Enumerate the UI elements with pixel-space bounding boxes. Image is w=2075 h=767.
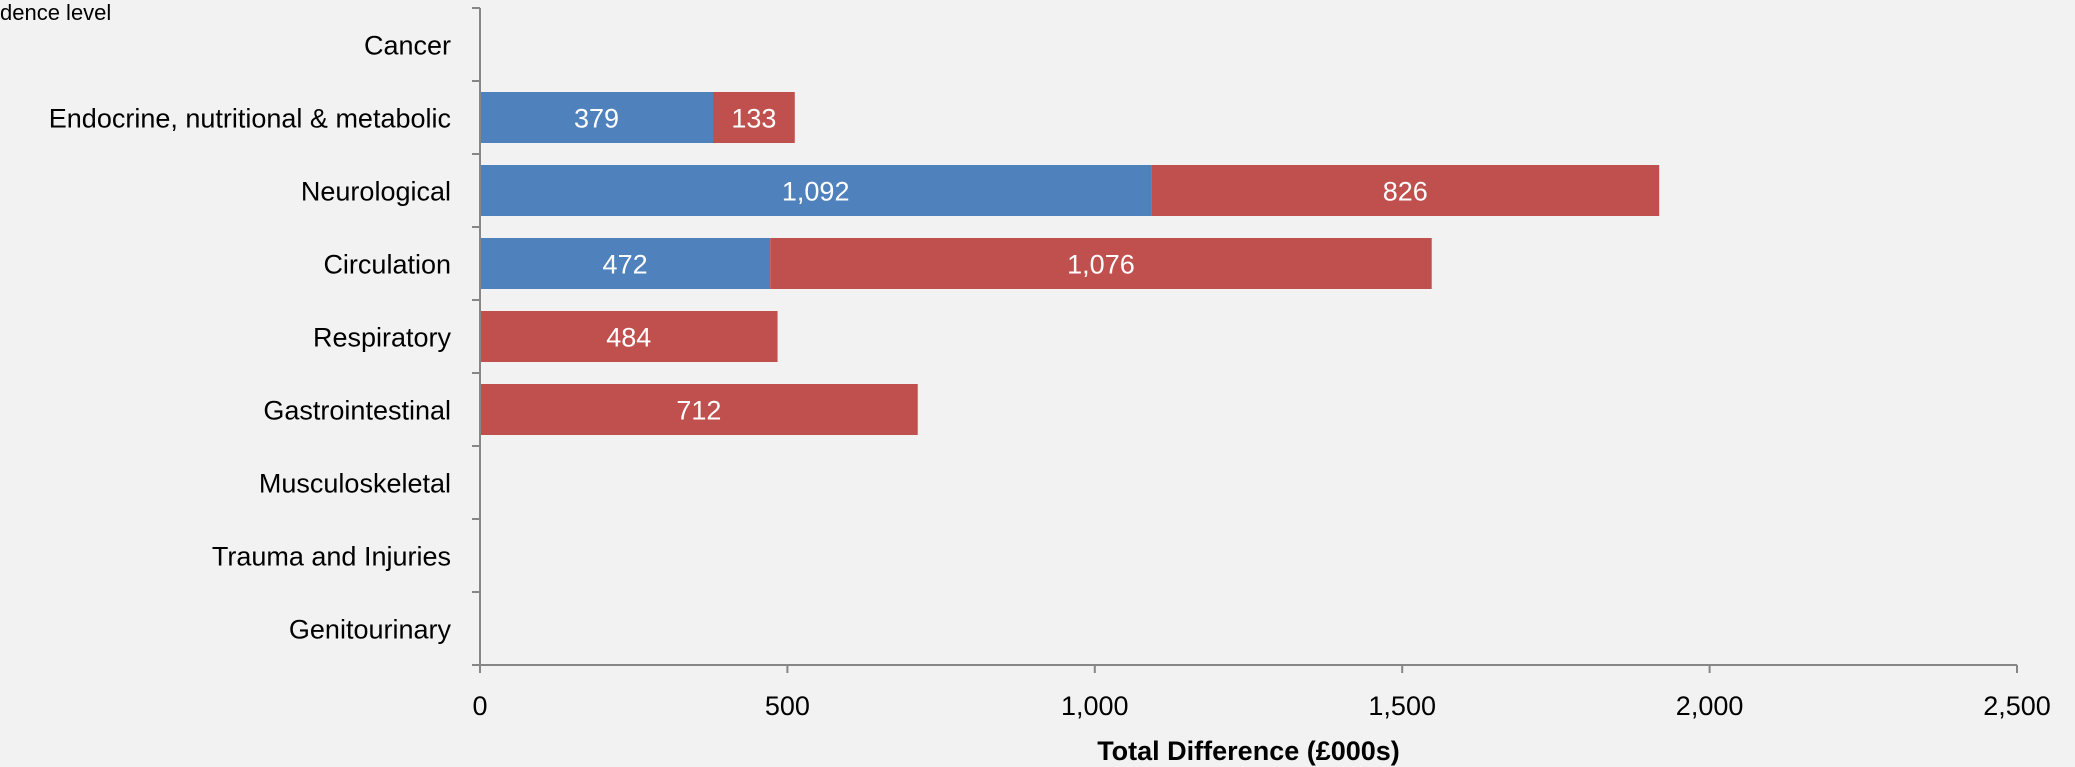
bar-neurological-series-2: [1151, 165, 1660, 216]
category-label-cancer: Cancer: [364, 31, 451, 61]
data-labels-group: 379 133 1,092 826 472 1,076 484 712: [574, 104, 1428, 426]
bar-endocrine-nutritional-metabolic-series-1: [480, 92, 714, 143]
x-tick-label-1000: 1,000: [1061, 691, 1129, 721]
category-label-respiratory: Respiratory: [313, 323, 452, 353]
bars-group: [480, 92, 1660, 435]
category-label-endocrine-nutritional-metabolic: Endocrine, nutritional & metabolic: [49, 104, 451, 134]
x-tick-label-500: 500: [765, 691, 810, 721]
x-tick-label-2500: 2,500: [1983, 691, 2051, 721]
bar-respiratory-series-2: [480, 311, 778, 362]
data-label-endocrine-nutritional-metabolic-series-2: 133: [731, 104, 776, 134]
data-label-neurological-series-2: 826: [1383, 177, 1428, 207]
corner-fragment-text: dence level: [0, 0, 111, 25]
category-label-genitourinary: Genitourinary: [289, 615, 452, 645]
bar-gastrointestinal-series-2: [480, 384, 918, 435]
x-tick-label-2000: 2,000: [1676, 691, 1744, 721]
data-label-circulation-series-2: 1,076: [1067, 250, 1135, 280]
x-axis-title: Total Difference (£000s): [1097, 736, 1400, 766]
bar-endocrine-nutritional-metabolic-series-2: [713, 92, 795, 143]
x-tick-label-0: 0: [472, 691, 487, 721]
category-label-trauma-and-injuries: Trauma and Injuries: [212, 542, 451, 572]
bar-circulation-series-1: [480, 238, 771, 289]
data-label-endocrine-nutritional-metabolic-series-1: 379: [574, 104, 619, 134]
category-label-gastrointestinal: Gastrointestinal: [263, 396, 451, 426]
x-tick-label-1500: 1,500: [1368, 691, 1436, 721]
bar-neurological-series-1: [480, 165, 1152, 216]
data-label-circulation-series-1: 472: [603, 250, 648, 280]
category-label-circulation: Circulation: [323, 250, 451, 280]
data-label-gastrointestinal-series-2: 712: [676, 396, 721, 426]
bar-circulation-series-2: [770, 238, 1432, 289]
category-label-musculoskeletal: Musculoskeletal: [259, 469, 451, 499]
axes-group: Cancer Endocrine, nutritional & metabolic…: [49, 7, 2051, 721]
data-label-neurological-series-1: 1,092: [782, 177, 850, 207]
category-label-neurological: Neurological: [301, 177, 451, 207]
data-label-respiratory-series-2: 484: [606, 323, 651, 353]
